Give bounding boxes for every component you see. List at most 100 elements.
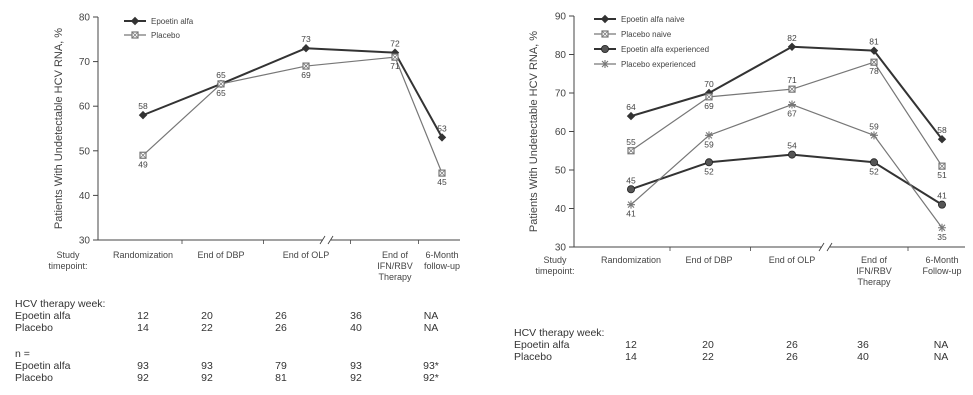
- data-point-2: [938, 200, 947, 209]
- data-label: 58: [138, 101, 148, 111]
- table-cell: 93*: [423, 360, 439, 372]
- series-line-3: [630, 103, 943, 229]
- data-label: 58: [937, 125, 947, 135]
- data-point-2: [705, 158, 714, 167]
- data-label: 70: [704, 79, 714, 89]
- table-cell: 12: [625, 339, 637, 351]
- y-tick-label: 50: [79, 146, 91, 157]
- y-tick-label: 30: [555, 243, 567, 254]
- table-cell: 93: [201, 360, 213, 372]
- data-point-0: [787, 42, 797, 51]
- table-cell: 92: [350, 372, 362, 384]
- legend-label: Epoetin alfa: [151, 17, 194, 26]
- data-point-3: [627, 200, 635, 209]
- table-row-label: Epoetin alfa: [514, 339, 570, 351]
- x-category-label: follow-up: [424, 261, 460, 271]
- data-label: 45: [626, 175, 636, 185]
- table-cell: 93: [350, 360, 362, 372]
- table-cell: 26: [275, 310, 287, 322]
- table-cell: 40: [350, 322, 362, 334]
- data-point-0: [869, 46, 879, 55]
- data-label: 72: [390, 39, 400, 49]
- data-point-0: [626, 111, 636, 121]
- table-cell: 79: [275, 360, 287, 372]
- data-label: 35: [937, 232, 947, 242]
- table-cell: 36: [857, 339, 869, 351]
- data-label: 41: [626, 209, 636, 219]
- table-cell: NA: [934, 339, 949, 351]
- y-tick-label: 60: [555, 127, 567, 138]
- x-category-label: End of OLP: [769, 255, 816, 265]
- legend-marker-x: [601, 30, 609, 38]
- data-point-1-x: [217, 80, 225, 88]
- data-label: 73: [301, 34, 311, 44]
- series-line-2: [630, 153, 943, 206]
- y-tick-label: 30: [79, 236, 91, 247]
- table-cell: 92: [137, 372, 149, 384]
- data-point-2: [788, 150, 797, 159]
- table-cell: NA: [934, 351, 949, 363]
- x-category-label: Randomization: [601, 255, 661, 265]
- table-cell: 22: [201, 322, 213, 334]
- x-category-label: End of: [861, 255, 888, 265]
- chart-left: 30 40 50 60 70 80 Patients With Undetectable H…: [15, 13, 460, 385]
- data-point-0: [138, 110, 148, 120]
- table-cell: 20: [201, 310, 213, 322]
- table-cell: 26: [786, 351, 798, 363]
- data-point-2: [870, 158, 879, 167]
- y-tick-label: 40: [555, 204, 567, 215]
- data-label: 69: [704, 101, 714, 111]
- legend-label: Epoetin alfa naive: [621, 15, 685, 24]
- x-category-label: 6-Month: [425, 250, 458, 260]
- table-section-title: HCV therapy week:: [514, 327, 604, 339]
- x-category-label: Follow-up: [922, 266, 961, 276]
- data-point-2: [627, 185, 636, 194]
- data-label: 67: [787, 109, 797, 119]
- data-point-3: [938, 223, 946, 232]
- table-row-label: Placebo: [514, 351, 552, 363]
- data-label: 59: [704, 139, 714, 149]
- table-cell: NA: [424, 310, 439, 322]
- table-cell: 81: [275, 372, 287, 384]
- x-category-label: 6-Month: [925, 255, 958, 265]
- legend-marker: [601, 45, 610, 54]
- data-label: 59: [869, 121, 879, 131]
- data-label: 53: [437, 123, 447, 133]
- y-tick-label: 80: [79, 13, 91, 24]
- series-line-1: [142, 56, 443, 174]
- x-axis-title: timepoint:: [535, 266, 574, 276]
- data-label: 69: [301, 70, 311, 80]
- data-point-0: [301, 44, 311, 53]
- x-category-label: Therapy: [378, 272, 412, 282]
- data-point-1-x: [627, 147, 635, 155]
- y-axis-label: Patients With Undetectable HCV RNA, %: [53, 28, 65, 229]
- x-category-label: IFN/RBV: [856, 266, 892, 276]
- data-point-1-x: [788, 85, 796, 93]
- data-label: 54: [787, 141, 797, 151]
- table-row-label: Placebo: [15, 372, 53, 384]
- x-category-label: End of DBP: [197, 250, 244, 260]
- data-label: 71: [390, 61, 400, 71]
- data-point-3: [788, 100, 796, 109]
- table-cell: 92*: [423, 372, 439, 384]
- legend-label: Placebo: [151, 31, 180, 40]
- legend-marker-x: [131, 31, 139, 39]
- table-cell: 93: [137, 360, 149, 372]
- y-tick-label: 40: [79, 191, 91, 202]
- x-axis-title: Study: [56, 250, 80, 260]
- data-point-3: [705, 131, 713, 140]
- legend-marker: [130, 16, 140, 26]
- data-label: 52: [704, 166, 714, 176]
- x-category-label: End of OLP: [283, 250, 330, 260]
- data-label: 49: [138, 159, 148, 169]
- y-tick-label: 70: [555, 89, 567, 100]
- legend-marker: [601, 60, 609, 68]
- chart-right: 30 40 50 60 70 80 90 Patients With Undetectable…: [514, 12, 965, 363]
- x-category-label: IFN/RBV: [377, 261, 413, 271]
- data-point-1-x: [139, 151, 147, 159]
- table-cell: 12: [137, 310, 149, 322]
- table-row-label: Placebo: [15, 322, 53, 334]
- data-label: 65: [216, 70, 226, 80]
- data-label: 45: [437, 177, 447, 187]
